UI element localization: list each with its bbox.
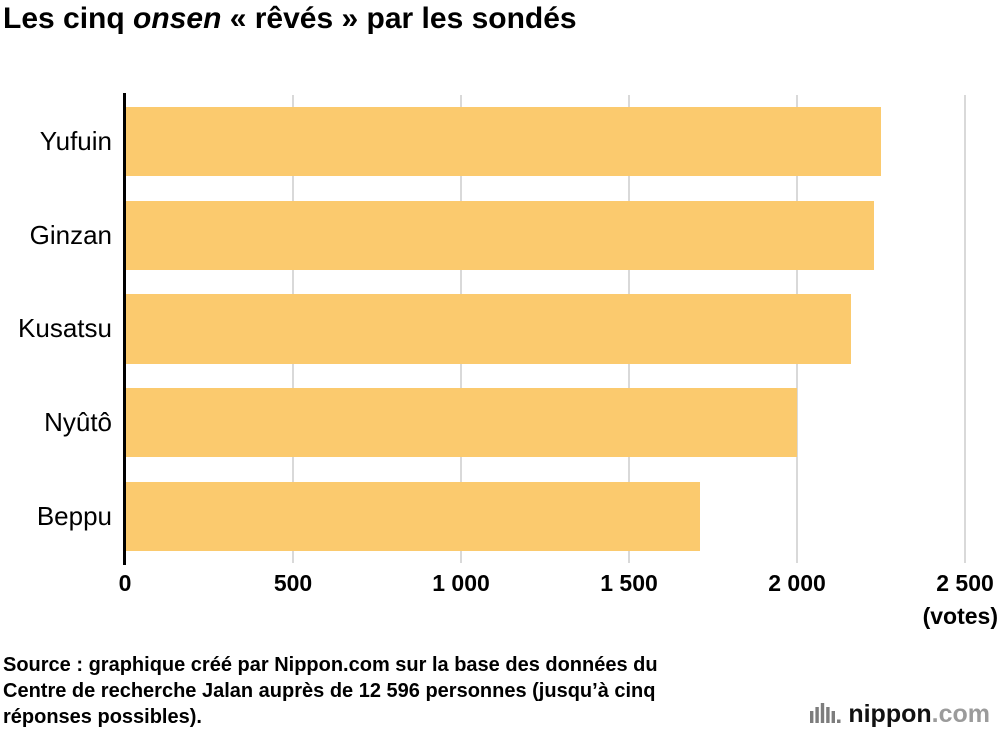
title-part-1: Les cinq (3, 2, 134, 35)
x-axis-unit-label: (votes) (922, 603, 998, 629)
nippon-logo: nippon .com (810, 700, 990, 729)
x-tick-label: 500 (273, 570, 313, 596)
bar (125, 387, 797, 458)
title-part-2: « rêvés » par les sondés (221, 2, 577, 35)
category-label: Kusatsu (18, 313, 112, 344)
source-line-2: Centre de recherche Jalan auprès de 12 5… (3, 680, 656, 702)
x-tick-label: 1 500 (600, 570, 658, 596)
y-axis-line (123, 93, 126, 565)
gridline (964, 95, 966, 563)
x-tick-label: 1 000 (432, 570, 490, 596)
source-line-3: réponses possibles). (3, 706, 202, 728)
bar (125, 200, 875, 271)
logo-tld: .com (931, 700, 990, 728)
bar-row: Kusatsu (18, 282, 965, 376)
category-label: Beppu (36, 500, 112, 531)
category-label: Yufuin (39, 126, 112, 157)
x-tick-label: 2 500 (936, 570, 994, 596)
x-tick-label: 2 000 (768, 570, 826, 596)
x-axis-labels: (votes) 0 500 1 000 1 500 2 000 2 500 (119, 570, 998, 634)
bar-row: Ginzan (30, 189, 965, 283)
bar (125, 294, 851, 364)
title-italic-word: onsen (133, 2, 222, 35)
x-tick-label: 0 (118, 570, 132, 596)
bar (125, 481, 700, 551)
logo-bars-icon (810, 702, 841, 723)
logo-name: nippon (848, 700, 932, 728)
chart-title: Les cinq onsen « rêvés » par les sondés (3, 2, 577, 36)
bar-row: Nyûtô (44, 376, 965, 470)
bar-row: Yufuin (40, 95, 965, 189)
category-label: Nyûtô (44, 407, 112, 438)
plot-area: Yufuin Ginzan Kusatsu Nyûtô Beppu (18, 93, 966, 565)
bar-row: Beppu (37, 469, 965, 563)
bar-rows: Yufuin Ginzan Kusatsu Nyûtô Beppu (18, 95, 965, 563)
bar (125, 107, 881, 177)
category-label: Ginzan (29, 219, 112, 250)
source-note: Source : graphique créé par Nippon.com s… (3, 652, 658, 730)
source-line-1: Source : graphique créé par Nippon.com s… (3, 654, 658, 676)
